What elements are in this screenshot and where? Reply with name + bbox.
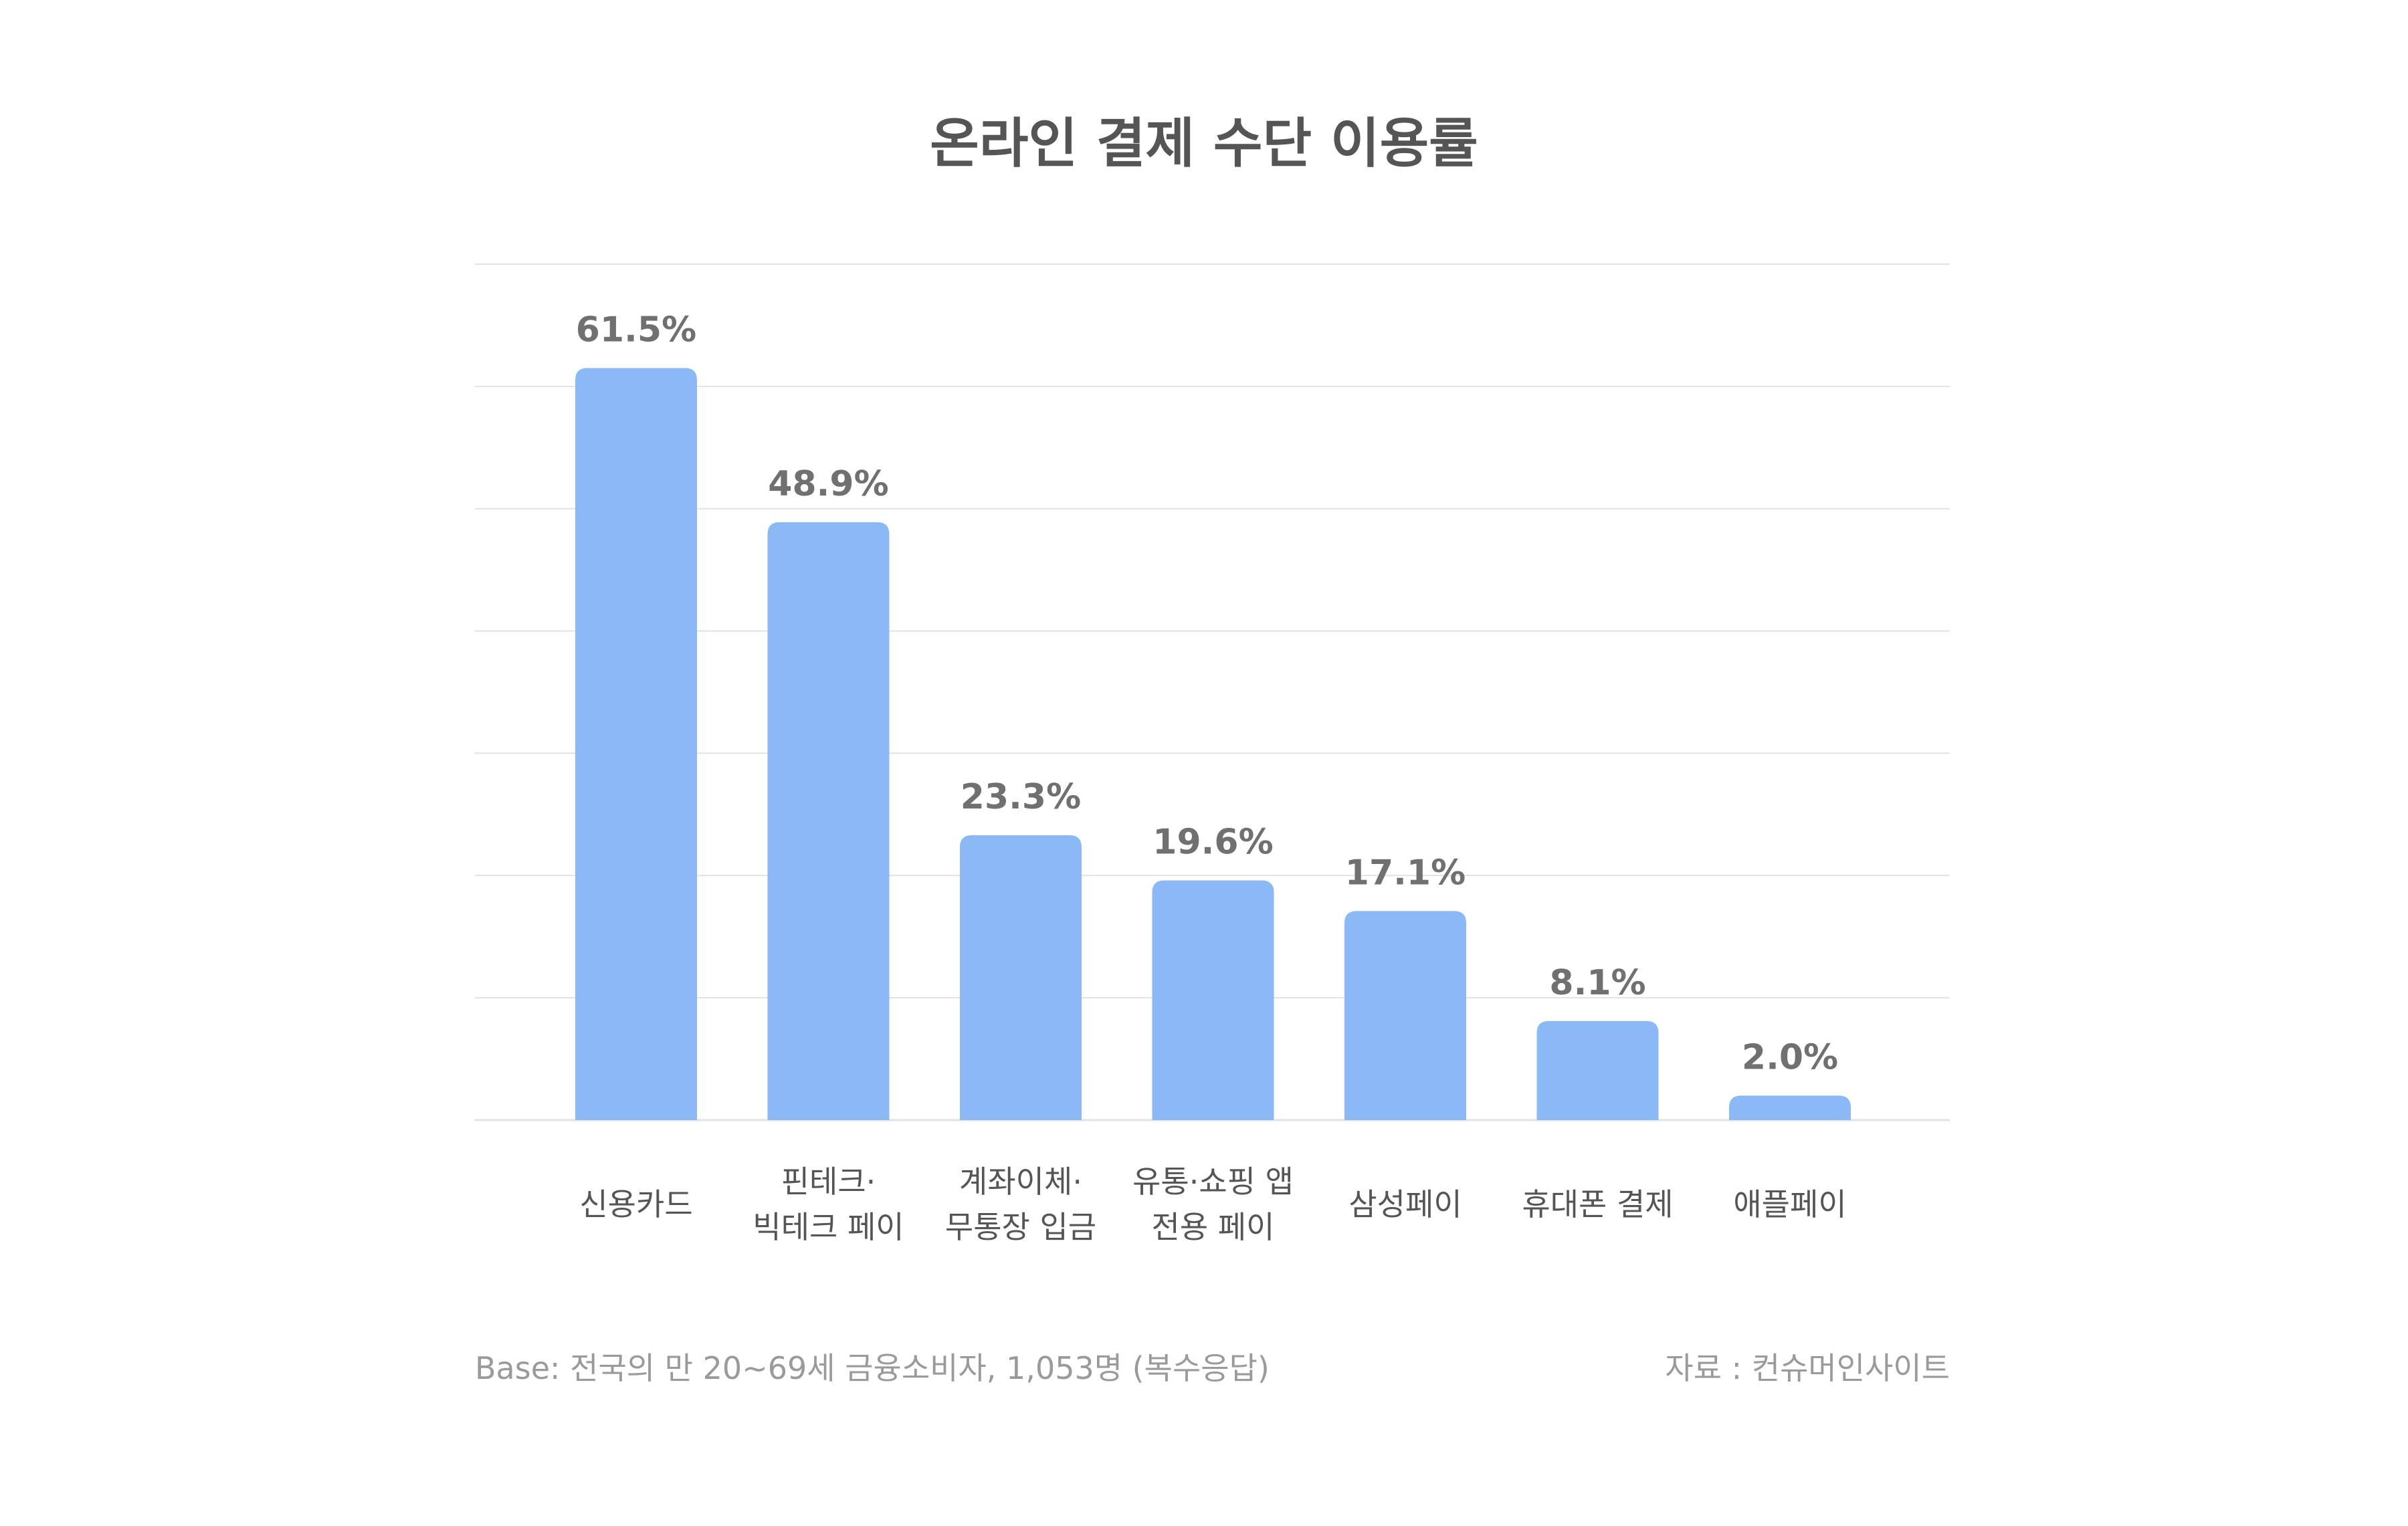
chart-title: 온라인 결제 수단 이용률 xyxy=(930,112,1478,175)
category-label: 계좌이체· xyxy=(959,1164,1082,1200)
data-label: 17.1% xyxy=(1345,853,1466,893)
category-label: 유통·쇼핑 앱 xyxy=(1132,1164,1294,1200)
category-label: 핀테크· xyxy=(781,1164,876,1200)
bar xyxy=(1152,880,1274,1120)
category-label: 애플페이 xyxy=(1733,1186,1846,1222)
data-label: 48.9% xyxy=(768,464,888,504)
data-label: 19.6% xyxy=(1152,823,1273,863)
category-label: 신용카드 xyxy=(579,1186,692,1222)
bar xyxy=(960,835,1082,1120)
category-label: 무통장 입금 xyxy=(945,1209,1096,1245)
data-label: 8.1% xyxy=(1549,963,1645,1003)
category-label: 빅테크 페이 xyxy=(752,1209,904,1245)
category-label: 전용 페이 xyxy=(1152,1209,1275,1245)
base-note: Base: 전국의 만 20~69세 금융소비자, 1,053명 (복수응답) xyxy=(475,1350,1270,1386)
data-label: 61.5% xyxy=(576,310,696,350)
bar xyxy=(767,522,890,1120)
bar xyxy=(1344,911,1466,1120)
bar xyxy=(575,368,697,1120)
bar xyxy=(1729,1095,1851,1120)
data-label: 23.3% xyxy=(961,777,1081,817)
source-note: 자료 : 컨슈머인사이트 xyxy=(1665,1350,1950,1386)
category-label: 휴대폰 결제 xyxy=(1522,1186,1673,1222)
bar xyxy=(1536,1020,1659,1120)
data-label: 2.0% xyxy=(1742,1037,1838,1077)
category-label: 삼성페이 xyxy=(1348,1186,1462,1222)
